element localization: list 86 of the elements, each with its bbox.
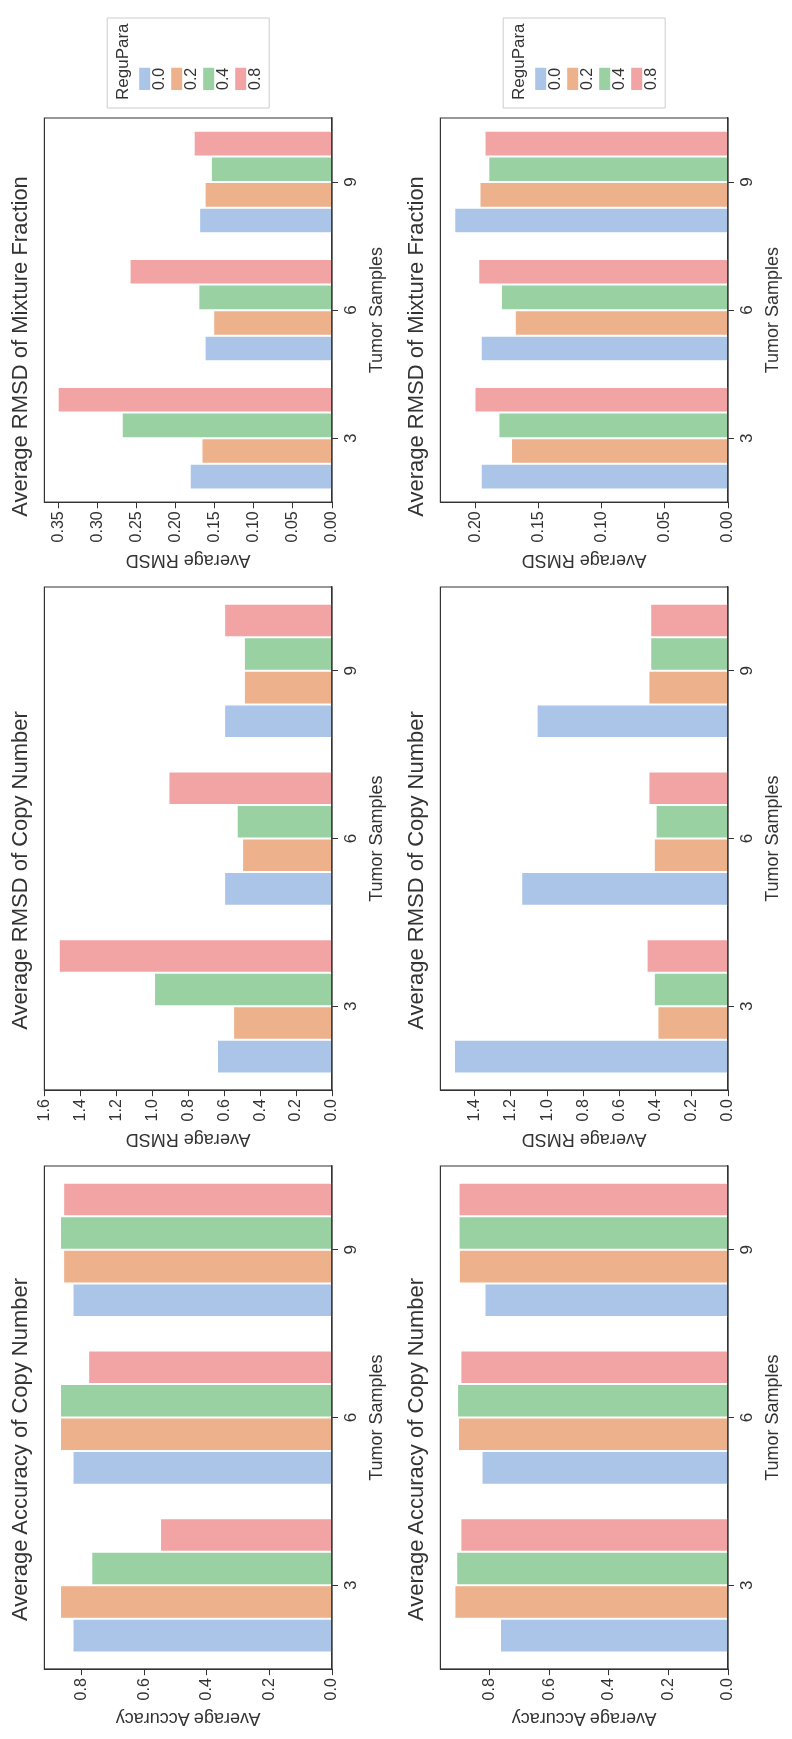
x-tick-label: 0.2 — [286, 1099, 304, 1122]
y-tick-label: 3 — [736, 433, 756, 443]
x-axis-title: Average Accuracy — [115, 1709, 261, 1730]
y-axis-title: Tumor Samples — [366, 1354, 387, 1481]
y-tick-label: 9 — [340, 177, 360, 187]
legend-label: 0.4 — [213, 67, 231, 90]
x-tick-label: 0.05 — [655, 511, 673, 543]
x-tick-label: 1.4 — [70, 1099, 88, 1122]
x-axis-title: Average RMSD — [125, 1130, 251, 1151]
legend-title: ReguPara — [112, 22, 132, 100]
x-axis-title: Average RMSD — [125, 551, 251, 572]
y-tick-label: 9 — [736, 666, 756, 676]
y-axis-title: Tumor Samples — [366, 246, 387, 374]
x-tick-label: 1.2 — [106, 1099, 124, 1122]
y-tick-label: 6 — [736, 1412, 756, 1423]
x-tick-label: 0.15 — [205, 511, 223, 543]
legend-title: ReguPara — [508, 22, 528, 100]
x-tick-label: 0.05 — [283, 511, 301, 543]
x-tick-label: 0.20 — [166, 511, 184, 543]
x-tick-label: 0.2 — [259, 1678, 277, 1701]
x-tick-label: 0.0 — [322, 1099, 340, 1122]
text: Average RMSD of Copy Number — [403, 711, 429, 1030]
x-tick-label: 0.10 — [592, 511, 610, 543]
x-tick-label: 1.0 — [537, 1099, 555, 1122]
x-tick-label: 0.20 — [466, 511, 484, 543]
x-tick-label: 0.4 — [250, 1099, 268, 1122]
y-tick-label: 9 — [340, 1245, 360, 1255]
y-tick-label: 3 — [340, 1580, 360, 1591]
x-tick-label: 0.00 — [322, 511, 340, 543]
y-tick-label: 3 — [340, 433, 360, 443]
legend-label: 0.2 — [181, 67, 199, 90]
x-tick-label: 0.30 — [87, 511, 105, 543]
y-tick-label: 6 — [340, 1412, 360, 1423]
x-tick-label: 0.15 — [529, 511, 547, 543]
y-tick-label: 6 — [736, 833, 756, 844]
text: Average Accuracy of Copy Number — [403, 1277, 429, 1622]
legend-label: 0.8 — [245, 67, 263, 90]
x-tick-label: 0.10 — [244, 511, 262, 543]
x-tick-label: 1.4 — [465, 1099, 483, 1122]
x-tick-label: 1.6 — [34, 1099, 52, 1122]
y-axis-title: Tumor Samples — [366, 775, 387, 902]
y-tick-label: 6 — [736, 305, 756, 315]
y-tick-label: 3 — [736, 1001, 756, 1012]
y-tick-label: 6 — [340, 305, 360, 315]
y-tick-label: 3 — [340, 1001, 360, 1012]
text: Average RMSD of Mixture Fraction — [403, 176, 429, 517]
y-tick-label: 3 — [736, 1580, 756, 1591]
x-tick-label: 0.0 — [718, 1099, 736, 1122]
legend-label: 0.0 — [545, 67, 563, 90]
x-tick-label: 0.6 — [539, 1678, 557, 1701]
x-tick-label: 0.8 — [573, 1099, 591, 1122]
x-axis-title: Average Accuracy — [511, 1709, 657, 1730]
y-tick-label: 9 — [736, 177, 756, 187]
x-tick-label: 0.6 — [214, 1099, 232, 1122]
x-tick-label: 0.4 — [197, 1678, 215, 1701]
x-tick-label: 0.6 — [134, 1678, 152, 1701]
x-tick-label: 1.0 — [142, 1099, 160, 1122]
text: Average RMSD of Mixture Fraction — [7, 176, 33, 517]
x-tick-label: 0.8 — [479, 1678, 497, 1701]
y-axis-title: Tumor Samples — [762, 1354, 783, 1481]
y-tick-label: 9 — [340, 666, 360, 676]
text: Average RMSD of Copy Number — [7, 711, 33, 1030]
x-tick-label: 0.2 — [682, 1099, 700, 1122]
x-tick-label: 0.2 — [658, 1678, 676, 1701]
legend-label: 0.0 — [149, 67, 167, 90]
text: Average Accuracy of Copy Number — [7, 1277, 33, 1622]
y-tick-label: 9 — [736, 1245, 756, 1255]
y-axis-title: Tumor Samples — [762, 246, 783, 374]
x-axis-title: Average RMSD — [521, 1130, 647, 1151]
x-tick-label: 0.8 — [72, 1678, 90, 1701]
x-tick-label: 0.8 — [178, 1099, 196, 1122]
legend-label: 0.4 — [609, 67, 627, 90]
x-tick-label: 0.4 — [646, 1099, 664, 1122]
x-tick-label: 0.6 — [609, 1099, 627, 1122]
x-tick-label: 0.0 — [718, 1678, 736, 1701]
x-tick-label: 1.2 — [501, 1099, 519, 1122]
x-tick-label: 0.4 — [599, 1678, 617, 1701]
x-tick-label: 0.25 — [127, 511, 145, 543]
y-tick-label: 6 — [340, 833, 360, 844]
legend-label: 0.2 — [577, 67, 595, 90]
x-tick-label: 0.35 — [48, 511, 66, 543]
x-tick-label: 0.0 — [322, 1678, 340, 1701]
y-axis-title: Tumor Samples — [762, 775, 783, 902]
x-axis-title: Average RMSD — [521, 551, 647, 572]
x-tick-label: 0.00 — [718, 511, 736, 543]
legend-label: 0.8 — [641, 67, 659, 90]
